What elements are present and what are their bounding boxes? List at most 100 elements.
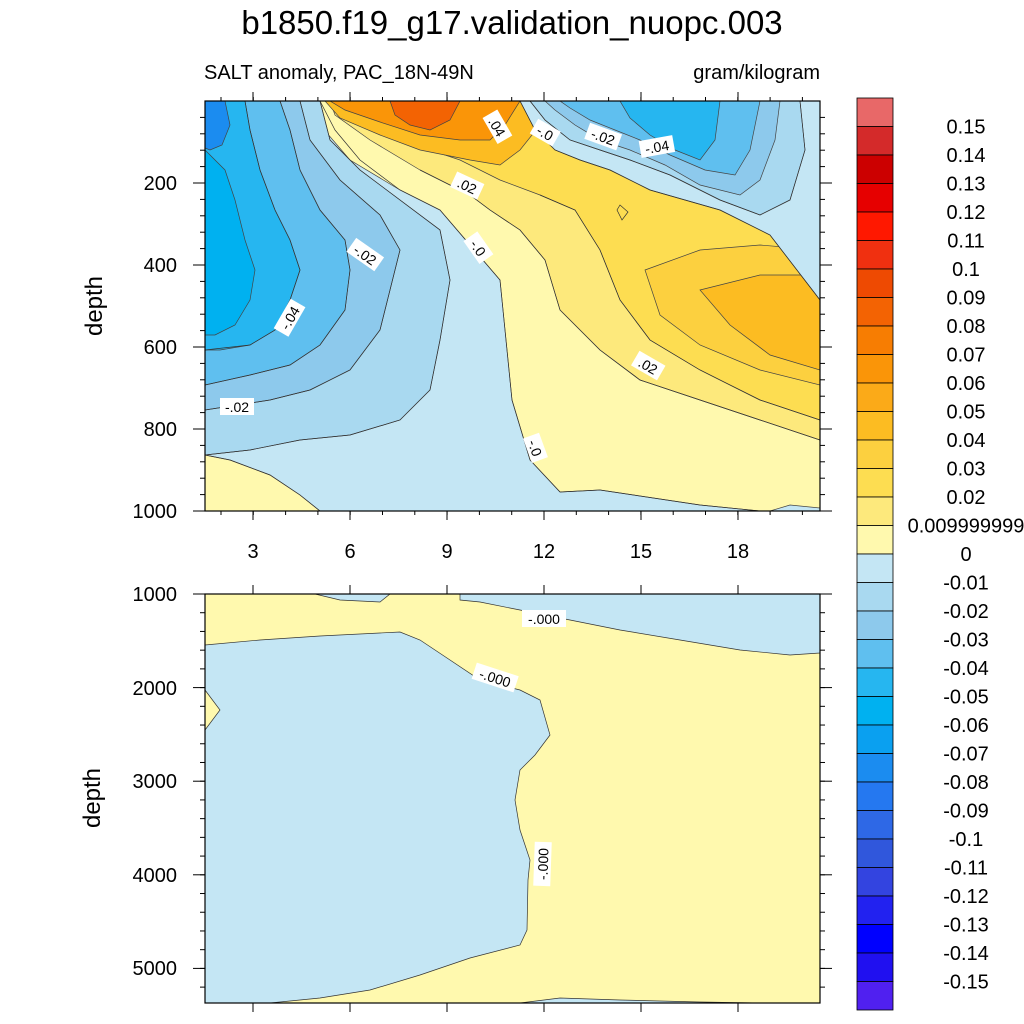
colorbar xyxy=(856,97,894,1011)
upper-fill-pos-0p05-east xyxy=(699,274,820,371)
colorbar-label: -0.08 xyxy=(943,772,989,794)
colorbar-box xyxy=(856,867,894,897)
lower-panel-frame xyxy=(204,593,821,1004)
y-tick-label: 600 xyxy=(144,337,177,359)
colorbar-label: -0.1 xyxy=(949,829,983,851)
x-tick-label: 9 xyxy=(441,541,452,563)
x-tick-label: 12 xyxy=(533,541,555,563)
colorbar-label: -0.11 xyxy=(944,858,988,880)
lower-fill-neg-top-east xyxy=(459,594,820,656)
y-tick-label: 1000 xyxy=(133,584,178,606)
colorbar-label: -0.15 xyxy=(943,972,989,994)
colorbar-label: 0.15 xyxy=(947,117,986,139)
lower-y-tick-labels: 1000 2000 3000 4000 5000 xyxy=(133,584,178,980)
chart-title: b1850.f19_g17.validation_nuopc.003 xyxy=(241,4,783,41)
svg-text:-.02: -.02 xyxy=(225,399,249,415)
colorbar-label: 0.05 xyxy=(947,402,986,424)
lower-fill-neg-west xyxy=(205,631,551,1003)
upper-panel-frame xyxy=(204,100,821,512)
upper-contour-panel xyxy=(205,101,820,511)
colorbar-box xyxy=(856,268,894,298)
contour-label: -.0 xyxy=(523,432,548,463)
colorbar-box xyxy=(856,382,894,412)
upper-contour-line xyxy=(616,204,629,221)
lower-contour-panel xyxy=(205,594,820,1003)
svg-text:-.000: -.000 xyxy=(534,848,551,881)
colorbar-box xyxy=(856,240,894,270)
colorbar-label: 0.13 xyxy=(947,174,986,196)
colorbar-label: 0.07 xyxy=(947,345,986,367)
upper-fill-pos-corner-se xyxy=(769,504,820,511)
x-tick-label: 15 xyxy=(630,541,652,563)
upper-contour-line xyxy=(205,101,301,351)
colorbar-label: 0.12 xyxy=(947,202,986,224)
contour-label: -.02 xyxy=(220,398,254,415)
colorbar-label: -0.05 xyxy=(943,687,989,709)
colorbar-box xyxy=(856,639,894,669)
colorbar-box xyxy=(856,952,894,982)
colorbar-label: -0.04 xyxy=(943,658,989,680)
colorbar-label: -0.09 xyxy=(943,801,989,823)
y-tick-label: 200 xyxy=(144,173,177,195)
y-tick-label: 400 xyxy=(144,255,177,277)
colorbar-box xyxy=(856,753,894,783)
colorbar-label: 0.08 xyxy=(947,316,986,338)
colorbar-box xyxy=(856,838,894,868)
upper-contour-line xyxy=(529,101,806,216)
lower-y-axis-label: depth xyxy=(79,768,106,828)
contour-label: -.02 xyxy=(584,122,623,151)
colorbar-label: -0.14 xyxy=(943,943,989,965)
lower-y-tick-group xyxy=(193,593,832,988)
tick-marks xyxy=(193,92,832,1012)
y-tick-label: 4000 xyxy=(133,865,178,887)
lower-fill-neg-top-mid xyxy=(314,594,391,603)
upper-contour-lines xyxy=(205,101,820,511)
upper-y-tick-group xyxy=(193,116,832,512)
svg-text:-.0: -.0 xyxy=(467,237,490,260)
colorbar-box xyxy=(856,496,894,526)
upper-fill-neg-west-0p08 xyxy=(205,101,231,151)
upper-x-tick-labels: 3 6 9 12 15 18 xyxy=(247,541,749,563)
svg-text:.02: .02 xyxy=(455,175,480,198)
chart-subtitle-units: gram/kilogram xyxy=(693,62,820,84)
colorbar-label: 0.03 xyxy=(947,459,986,481)
svg-text:-.0: -.0 xyxy=(534,122,556,144)
colorbar-box xyxy=(856,724,894,754)
colorbar-box xyxy=(856,297,894,327)
upper-contour-line xyxy=(205,101,351,386)
colorbar-label: 0.02 xyxy=(947,487,986,509)
contour-label: -.000 xyxy=(522,610,566,627)
colorbar-box xyxy=(856,696,894,726)
upper-contour-line xyxy=(419,169,820,441)
upper-contour-line xyxy=(539,194,820,421)
colorbar-label: 0.009999999 xyxy=(908,516,1024,538)
upper-contour-line xyxy=(205,101,451,456)
colorbar-box xyxy=(856,183,894,213)
svg-text:-.000: -.000 xyxy=(528,611,560,627)
x-tick-label: 6 xyxy=(344,541,355,563)
colorbar-label: 0.06 xyxy=(947,373,986,395)
colorbar-box xyxy=(856,126,894,156)
colorbar-label: 0.14 xyxy=(947,145,986,167)
colorbar-label: -0.02 xyxy=(943,601,989,623)
svg-text:-.04: -.04 xyxy=(644,137,671,157)
colorbar-box xyxy=(856,525,894,555)
x-tick-label: 3 xyxy=(247,541,258,563)
colorbar-box xyxy=(856,354,894,384)
contour-label: -.04 xyxy=(638,135,676,158)
colorbar-label: 0 xyxy=(960,544,971,566)
colorbar-label: -0.07 xyxy=(943,744,989,766)
colorbar-label: 0.04 xyxy=(947,430,986,452)
contour-label: -.000 xyxy=(533,841,552,887)
colorbar-box xyxy=(856,582,894,612)
upper-fill-pos-0p08 xyxy=(389,101,461,131)
lower-fill-neg-bottom xyxy=(519,997,761,1003)
y-tick-label: 5000 xyxy=(133,958,178,980)
svg-text:-.0: -.0 xyxy=(525,438,546,459)
colorbar-box xyxy=(856,325,894,355)
y-tick-label: 800 xyxy=(144,419,177,441)
upper-x-tick-group xyxy=(220,92,803,1012)
y-tick-label: 2000 xyxy=(133,678,178,700)
contour-label: .02 xyxy=(450,171,485,200)
colorbar-label: -0.03 xyxy=(943,630,989,652)
